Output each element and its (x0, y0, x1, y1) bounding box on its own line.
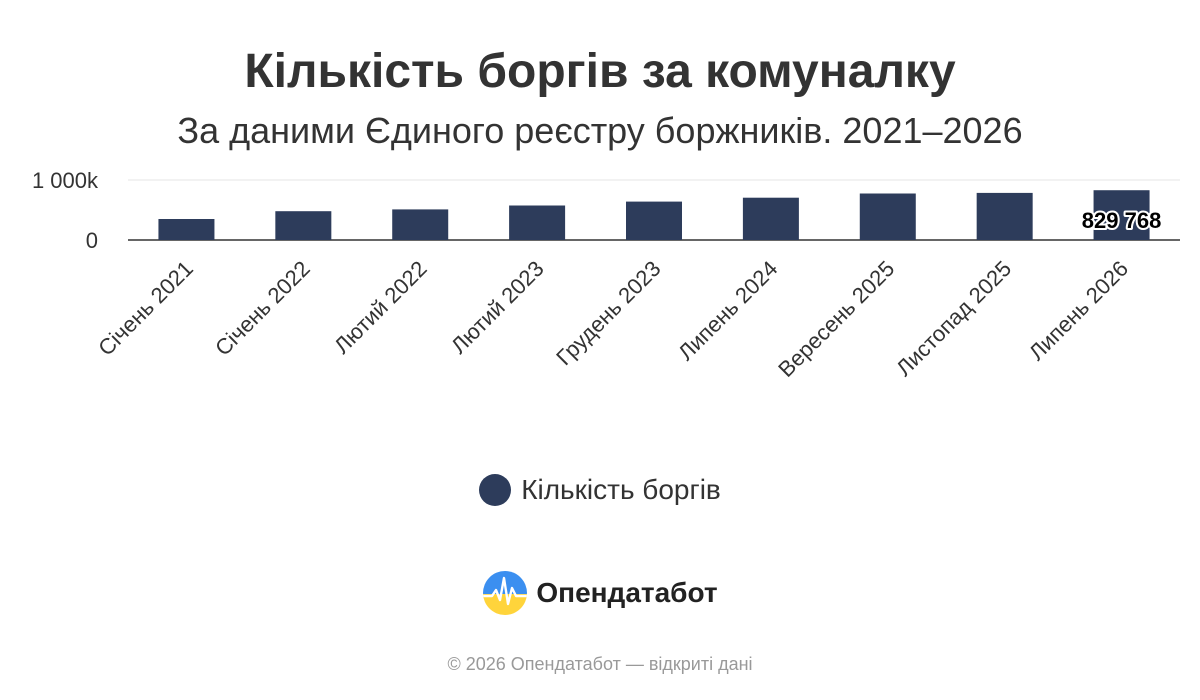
x-axis-ticks: Січень 2021 Січень 2022 Лютий 2022 Лютий 20… (93, 256, 1133, 382)
y-tick-label: 0 (86, 228, 98, 253)
data-labels: 829 768 (1080, 206, 1164, 235)
legend-marker (479, 474, 512, 506)
x-tick-label: Січень 2021 (93, 256, 198, 361)
x-tick-label: Січень 2022 (210, 256, 315, 361)
bar[interactable] (626, 201, 682, 240)
bar[interactable] (275, 211, 332, 240)
x-tick-label: Липень 2024 (673, 256, 782, 365)
bar[interactable] (158, 219, 215, 240)
legend[interactable]: Кількість боргів (0, 474, 1200, 506)
data-label: 829 768 (1082, 208, 1162, 233)
bar[interactable] (509, 205, 566, 241)
x-tick-label: Лютий 2023 (446, 256, 549, 359)
x-tick-label: Липень 2026 (1024, 256, 1133, 365)
x-tick-label: Грудень 2023 (551, 256, 665, 370)
y-tick-label: 1 000k (32, 168, 99, 193)
bar[interactable] (1093, 190, 1150, 240)
bar[interactable] (392, 209, 449, 240)
chart-title: Кількість боргів за комуналку (244, 45, 956, 98)
chart-subtitle: За даними Єдиного реєстру боржників. 202… (177, 110, 1023, 151)
legend-item-label: Кількість боргів (521, 474, 721, 505)
footer-text: © 2026 Опендатабот — відкриті дані (447, 654, 753, 674)
x-tick-label: Лютий 2022 (329, 256, 432, 359)
opendatabot-logo-icon (483, 571, 528, 615)
bar[interactable] (976, 192, 1033, 240)
x-tick-label: Вересень 2025 (773, 256, 899, 382)
bars (158, 190, 1150, 241)
bar[interactable] (859, 193, 916, 241)
x-tick-label: Листопад 2025 (891, 256, 1016, 381)
brand-name: Опендатабот (536, 577, 718, 608)
bar-chart: 0 1 000k Січень 2021 Січень 2022 Лютий 2022… (32, 168, 1180, 382)
brand[interactable]: Опендатабот (0, 570, 1200, 616)
y-axis-ticks: 0 1 000k (32, 168, 99, 253)
bar[interactable] (742, 197, 799, 240)
